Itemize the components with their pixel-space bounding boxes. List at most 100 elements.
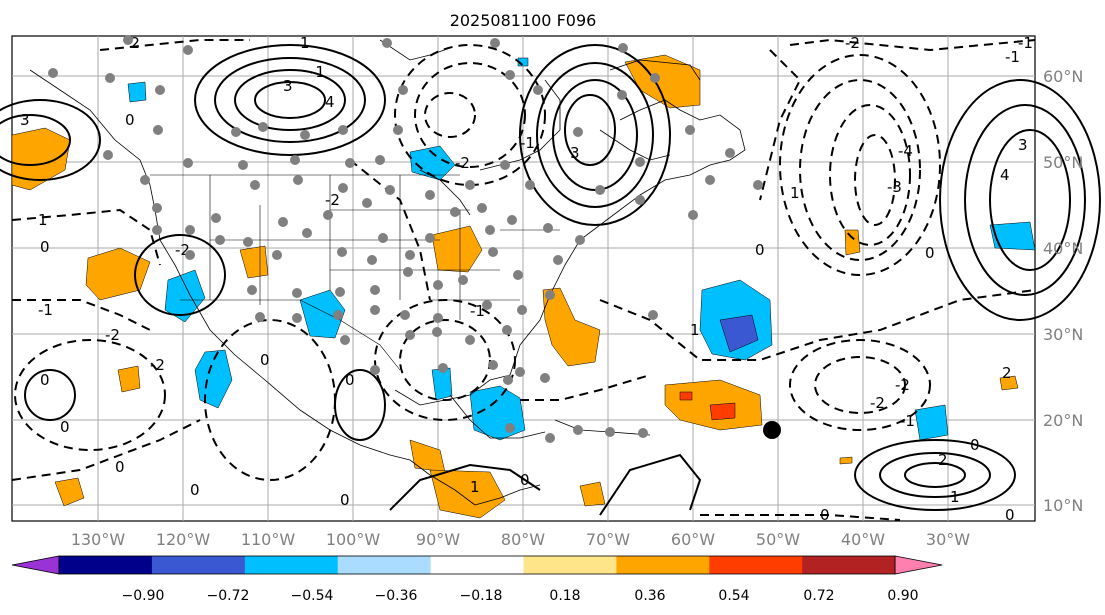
lat-label: 20°N <box>1043 411 1083 430</box>
lat-label: 30°N <box>1043 325 1083 344</box>
lon-label: 30°W <box>926 530 970 549</box>
coastlines <box>29 39 746 506</box>
contour-label: 0 <box>925 244 935 262</box>
contour-label: 0 <box>345 371 355 389</box>
contour-labels: 1 -1 4 3 3 -4 -3 3 4 2 1 0 -1 1 3 -2 0 0… <box>20 34 1033 524</box>
colorbar-ticks: −0.90 −0.72 −0.54 −0.36 −0.18 0.18 0.36 … <box>122 588 919 604</box>
colorbar-tick-label: 0.72 <box>803 588 834 604</box>
colorbar-tick-label: −0.90 <box>122 588 165 604</box>
lon-label: 130°W <box>71 530 126 549</box>
colorbar-tick-label: −0.18 <box>460 588 503 604</box>
colorbar-swatch <box>151 556 246 574</box>
contour-label: 2 <box>938 451 948 469</box>
contour-label: -3 <box>887 178 902 196</box>
colorbar-tick-label: −0.36 <box>375 588 418 604</box>
contour-label: 4 <box>1000 166 1010 184</box>
lon-label: 70°W <box>586 530 630 549</box>
storm-marker-dot <box>763 421 781 439</box>
colorbar-tick-label: 0.36 <box>634 588 665 604</box>
longitude-labels: 130°W 120°W 110°W 100°W 90°W 80°W 70°W 6… <box>71 530 970 549</box>
contour-label: -4 <box>898 142 913 160</box>
graticule <box>12 36 1035 521</box>
colorbar-swatch <box>709 556 803 574</box>
colorbar-tick-label: 0.90 <box>887 588 918 604</box>
contour-label: 2 <box>1002 364 1012 382</box>
contour-label: 0 <box>125 111 135 129</box>
contour-label: 1 <box>690 321 700 339</box>
lat-label: 40°N <box>1043 239 1083 258</box>
contour-label: 0 <box>1005 506 1015 524</box>
colorbar-swatch <box>337 556 432 574</box>
lat-label: 50°N <box>1043 153 1083 172</box>
lon-label: 60°W <box>671 530 715 549</box>
contour-label: 1 <box>300 34 310 52</box>
lon-label: 80°W <box>501 530 545 549</box>
colorbar-extend-low <box>11 555 60 575</box>
contour-label: 0 <box>520 471 530 489</box>
contour-label: -2 <box>455 154 470 172</box>
contour-label: -2 <box>895 376 910 394</box>
contour-label: 0 <box>115 458 125 476</box>
contour-label: 0 <box>755 241 765 259</box>
colorbar-outline <box>58 555 896 575</box>
contour-label: 3 <box>20 111 30 129</box>
contour-label: -1 <box>1018 34 1033 52</box>
contour-label: 0 <box>40 238 50 256</box>
colorbar-swatches <box>11 555 943 575</box>
map-title: 2025081100 F096 <box>450 11 597 30</box>
contour-label: 0 <box>260 351 270 369</box>
contour-label: -1 <box>310 63 325 81</box>
station-markers <box>48 35 763 443</box>
contour-label: -2 <box>845 34 860 52</box>
lon-label: 120°W <box>156 530 211 549</box>
contour-label: 3 <box>570 144 580 162</box>
colorbar-tick-label: 0.18 <box>549 588 580 604</box>
contour-label: 3 <box>283 77 293 95</box>
contour-label: -2 <box>150 356 165 374</box>
contour-label: 0 <box>40 371 50 389</box>
contour-label: -2 <box>105 326 120 344</box>
colorbar-tick-label: 0.54 <box>718 588 749 604</box>
contour-label: 0 <box>820 506 830 524</box>
contour-label: 3 <box>1018 136 1028 154</box>
lon-label: 40°W <box>841 530 885 549</box>
colorbar-swatch <box>59 556 153 574</box>
contour-label: -1 <box>38 301 53 319</box>
contour-label: 1 <box>950 488 960 506</box>
colorbar: −0.90 −0.72 −0.54 −0.36 −0.18 0.18 0.36 … <box>11 555 943 604</box>
colorbar-swatch <box>802 556 896 574</box>
contour-label: 0 <box>340 491 350 509</box>
contours-solid <box>0 44 1101 516</box>
lon-label: 110°W <box>241 530 296 549</box>
colorbar-swatch <box>616 556 710 574</box>
lon-label: 90°W <box>416 530 460 549</box>
contour-label: 0 <box>970 436 980 454</box>
contour-label: -1 <box>900 412 915 430</box>
contour-label: -1 <box>1005 48 1020 66</box>
shaded-anomalies <box>11 54 1036 519</box>
contour-label: -1 <box>470 302 485 320</box>
colorbar-tick-label: −0.72 <box>207 588 250 604</box>
lon-label: 50°W <box>756 530 800 549</box>
lat-label: 10°N <box>1043 496 1083 515</box>
latitude-labels: 60°N 50°N 40°N 30°N 20°N 10°N <box>1043 67 1083 515</box>
map-area: 1 -1 4 3 3 -4 -3 3 4 2 1 0 -1 1 3 -2 0 0… <box>0 34 1101 524</box>
lon-label: 100°W <box>326 530 381 549</box>
colorbar-swatch <box>430 556 524 574</box>
contour-label: -2 <box>325 191 340 209</box>
borders <box>150 174 560 371</box>
contour-label: 0 <box>190 481 200 499</box>
colorbar-tick-label: −0.54 <box>291 588 334 604</box>
lat-label: 60°N <box>1043 67 1083 86</box>
contour-label: 1 <box>38 211 48 229</box>
contour-label: -2 <box>870 394 885 412</box>
contour-label: 1 <box>790 184 800 202</box>
contour-label: 4 <box>325 93 335 111</box>
colorbar-extend-high <box>894 555 943 575</box>
contour-label: 1 <box>470 478 480 496</box>
contour-label: 0 <box>60 418 70 436</box>
contour-label: -1 <box>520 134 535 152</box>
colorbar-swatch <box>244 556 339 574</box>
contours-dashed <box>11 38 1036 521</box>
